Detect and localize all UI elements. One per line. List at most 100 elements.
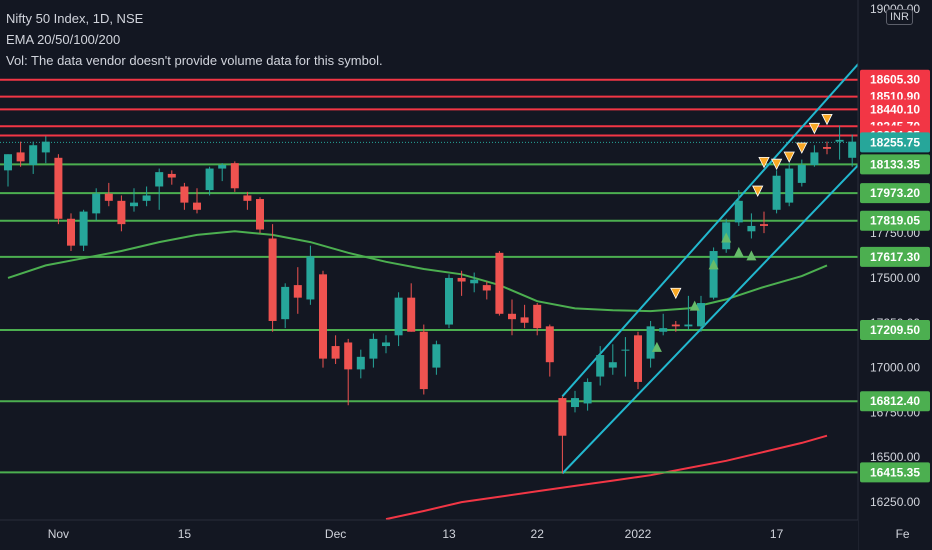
sell-signal-arrow: [752, 185, 764, 197]
candle-up: [382, 342, 390, 347]
buy-signal-arrow: [689, 300, 700, 311]
time-tick-label: 2022: [625, 527, 652, 541]
candle-down: [193, 202, 201, 210]
candle-down: [331, 346, 340, 359]
candle-down: [16, 152, 25, 162]
candles-layer: [4, 125, 857, 474]
support-price-tag-bg: [860, 391, 930, 412]
price-tick-label: 17000.00: [870, 361, 920, 375]
candle-down: [54, 157, 63, 219]
time-axis[interactable]: Nov 15 Dec 13 22 2022 17 Fe: [0, 519, 910, 550]
support-price-tag: 17819.05: [870, 214, 920, 228]
sell-signal-arrow: [670, 287, 682, 300]
volume-indicator-label[interactable]: Vol: The data vendor doesn't provide vol…: [6, 53, 383, 68]
candle-up: [29, 145, 38, 165]
buy-signal-arrow: [746, 250, 757, 261]
support-price-tag: 18133.35: [870, 157, 920, 171]
candle-down: [671, 324, 680, 327]
candle-up: [92, 193, 101, 214]
resistance-price-tag: 18605.30: [870, 73, 920, 87]
candle-down: [104, 193, 113, 201]
candle-up: [848, 141, 857, 158]
candle-up: [218, 164, 227, 169]
candle-down: [760, 224, 768, 226]
last-price-tag-bg: [860, 132, 930, 153]
candle-down: [482, 285, 491, 291]
candle-up: [835, 139, 844, 142]
sell-signal-arrow: [821, 113, 833, 126]
candle-down: [634, 335, 642, 382]
support-price-tag: 16812.40: [870, 394, 920, 408]
candle-up: [659, 328, 668, 332]
candle-up: [596, 355, 605, 377]
currency-badge[interactable]: INR: [886, 9, 913, 25]
candle-up: [608, 362, 617, 368]
candle-down: [293, 285, 302, 298]
sell-signal-arrow: [758, 156, 770, 169]
candle-down: [520, 317, 529, 323]
candle-up: [432, 344, 441, 368]
sell-signal-arrow: [783, 151, 795, 163]
candle-down: [558, 398, 567, 436]
candle-up: [142, 195, 151, 201]
time-tick-label: Nov: [48, 527, 69, 541]
time-tick-label: 22: [531, 527, 545, 541]
price-tick-label: 16250.00: [870, 495, 920, 509]
support-price-tag-bg: [860, 154, 930, 175]
candle-up: [810, 152, 819, 165]
time-tick-label: Fe: [896, 527, 910, 541]
resistance-price-tag: 18440.10: [870, 102, 920, 116]
candle-up: [697, 303, 705, 327]
support-price-tag-bg: [860, 462, 930, 483]
buy-signal-arrow: [708, 259, 719, 270]
support-price-tag-bg: [860, 183, 930, 204]
candle-up: [394, 297, 403, 336]
candle-up: [205, 168, 214, 191]
candle-down: [419, 331, 428, 390]
support-price-tag: 16415.35: [870, 465, 920, 479]
buy-signal-arrow: [721, 232, 732, 243]
support-price-tag-bg: [860, 210, 930, 231]
candle-down: [495, 252, 504, 314]
resistance-price-tag-bg: [860, 69, 930, 90]
price-tick-label: 17500.00: [870, 271, 920, 285]
support-price-tag: 17617.30: [870, 250, 920, 264]
candle-up: [571, 398, 579, 408]
candle-down: [268, 238, 277, 321]
time-tick-label: Dec: [325, 527, 346, 541]
candle-up: [155, 172, 164, 187]
support-price-tag: 17973.20: [870, 186, 920, 200]
candle-up: [785, 168, 794, 203]
candle-down: [457, 277, 466, 282]
candle-up: [583, 381, 592, 404]
candle-up: [684, 324, 693, 327]
resistance-price-tag-bg: [860, 99, 930, 120]
candle-down: [117, 200, 126, 225]
support-price-tag-bg: [860, 320, 930, 341]
candle-down: [508, 313, 516, 320]
candle-up: [306, 256, 315, 300]
candle-down: [823, 147, 831, 149]
candle-up: [281, 286, 290, 320]
buy-signal-arrow: [733, 246, 744, 257]
candle-up: [709, 251, 718, 298]
candle-up: [470, 279, 479, 284]
ema-indicator-label[interactable]: EMA 20/50/100/200: [6, 32, 121, 47]
candle-up: [621, 349, 630, 351]
candle-up: [734, 200, 743, 223]
last-price-tag: 18255.75: [870, 135, 920, 149]
candle-down: [230, 163, 239, 189]
symbol-title[interactable]: Nifty 50 Index, 1D, NSE: [6, 11, 144, 26]
candle-up: [646, 326, 655, 359]
candle-up: [130, 202, 138, 207]
candle-up: [445, 277, 453, 325]
candle-up: [41, 141, 50, 153]
time-axis-background: [0, 520, 858, 550]
buy-signal-arrow: [651, 341, 662, 352]
sell-signal-arrow: [796, 142, 808, 154]
candle-down: [67, 218, 75, 246]
candle-down: [344, 342, 353, 370]
candle-up: [4, 154, 12, 171]
time-tick-label: 13: [442, 527, 456, 541]
